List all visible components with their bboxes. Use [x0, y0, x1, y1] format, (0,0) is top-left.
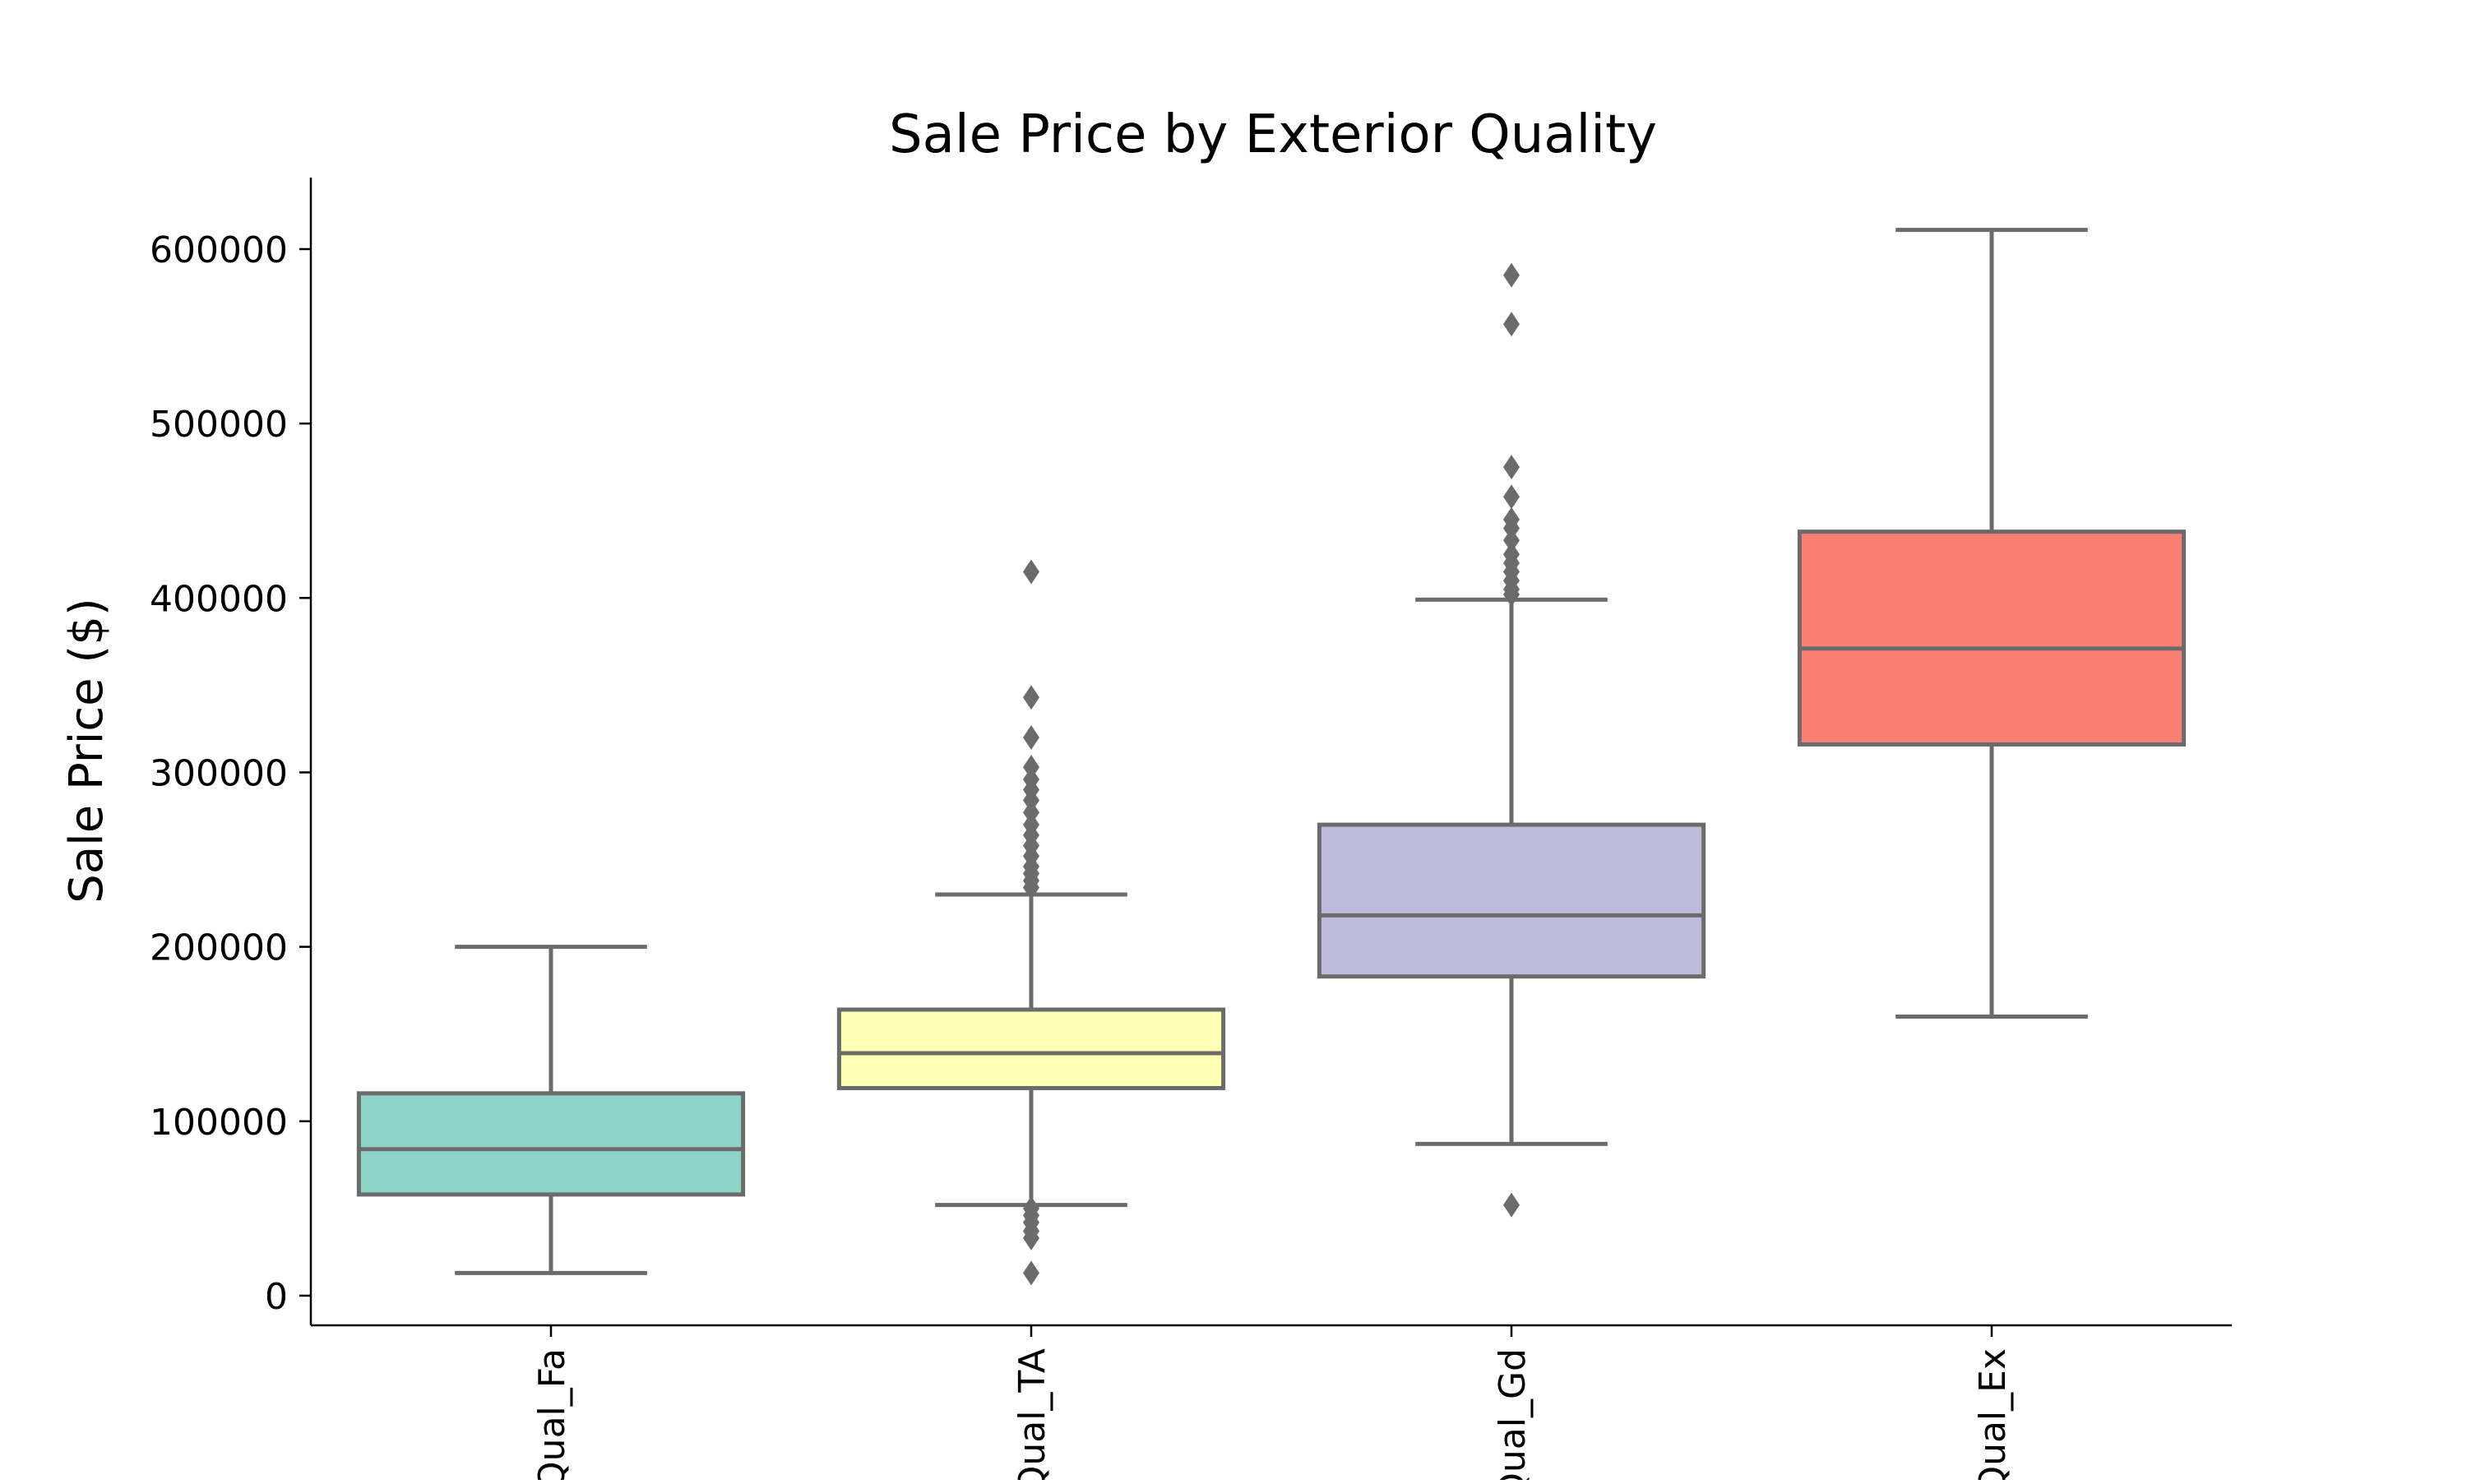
plot-area — [356, 228, 2187, 1286]
outlier-point — [1503, 455, 1520, 480]
chart-title: Sale Price by Exterior Quality — [889, 104, 1657, 165]
outlier-point — [1503, 262, 1520, 288]
y-axis-label: Sale Price ($) — [60, 598, 113, 903]
axes: 0 100000 200000 300000 400000 500000 600000 Qua… — [150, 178, 2232, 1484]
outlier-point — [1023, 1225, 1039, 1251]
box-ExterQual_Gd — [1317, 262, 1706, 1218]
outlier-point — [1023, 875, 1039, 900]
outlier-point — [1503, 312, 1520, 337]
iqr-box — [836, 1007, 1226, 1090]
iqr-box — [1797, 529, 2187, 747]
x-tick-label: Qual_Ex — [1972, 1348, 2014, 1480]
y-tick-label: 400000 — [150, 578, 288, 620]
y-tick-label: 300000 — [150, 752, 288, 794]
x-tick-label: Qual_Fa — [531, 1348, 573, 1480]
y-tick-label: 600000 — [150, 229, 288, 271]
outlier-point — [1023, 685, 1039, 710]
outlier-point — [1503, 582, 1520, 608]
outlier-point — [1503, 528, 1520, 553]
x-tick-label: Qual_TA — [1011, 1348, 1053, 1480]
outlier-point — [1023, 1260, 1039, 1286]
box-ExterQual_Fa — [356, 945, 746, 1275]
y-tick-label: 100000 — [150, 1102, 288, 1144]
y-tick-label: 500000 — [150, 404, 288, 446]
outlier-point — [1023, 725, 1039, 751]
box-ExterQual_TA — [836, 559, 1226, 1286]
iqr-box — [1317, 822, 1706, 979]
x-tick-label: Qual_Gd — [1492, 1348, 1534, 1480]
iqr-box — [356, 1091, 746, 1197]
outlier-point — [1503, 484, 1520, 510]
outlier-point — [1023, 559, 1039, 585]
outlier-point — [1503, 1192, 1520, 1218]
y-tick-label: 200000 — [150, 927, 288, 969]
box-ExterQual_Ex — [1797, 228, 2187, 1019]
y-tick-label: 0 — [265, 1276, 288, 1318]
